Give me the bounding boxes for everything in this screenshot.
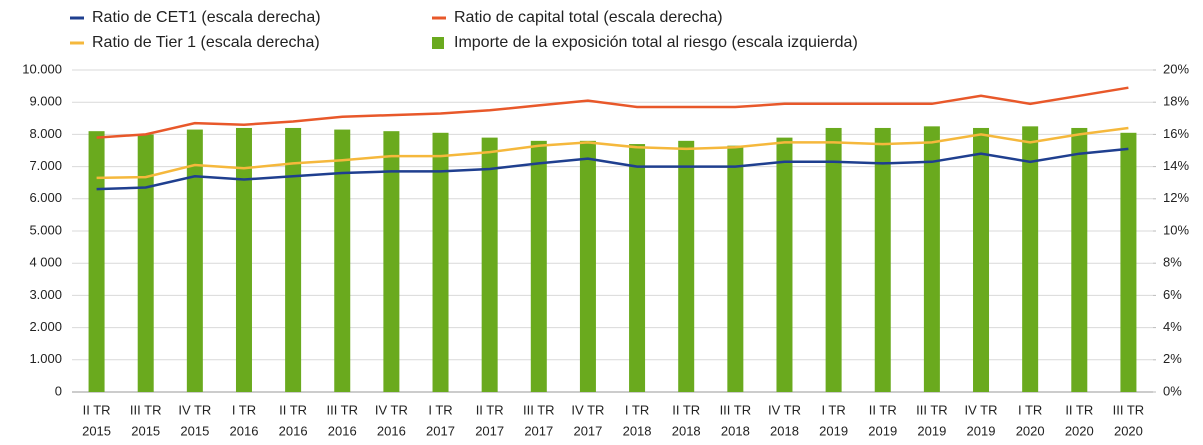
bar — [727, 145, 744, 392]
y2-tick-label: 2% — [1163, 351, 1182, 366]
x-tick-label: II TR — [83, 402, 111, 417]
y-tick-label: 6.000 — [29, 190, 62, 205]
y-tick-label: 9.000 — [29, 94, 62, 109]
x-tick-label: II TR — [279, 402, 307, 417]
y-tick-label: 3.000 — [29, 287, 62, 302]
legend-label: Ratio de CET1 (escala derecha) — [92, 9, 321, 26]
y2-tick-label: 6% — [1163, 287, 1182, 302]
x-tick-label: 2016 — [328, 423, 357, 438]
x-tick-label: 2016 — [377, 423, 406, 438]
bar — [235, 127, 252, 393]
x-tick-label: 2017 — [524, 423, 553, 438]
bar — [776, 137, 793, 392]
x-tick-label: 2019 — [917, 423, 946, 438]
x-tick-label: III TR — [916, 402, 948, 417]
line-series — [96, 86, 1129, 139]
legend-label: Ratio de Tier 1 (escala derecha) — [92, 34, 320, 51]
x-tick-label: II TR — [672, 402, 700, 417]
legend-label: Ratio de capital total (escala derecha) — [454, 9, 723, 26]
y2-tick-label: 16% — [1163, 126, 1189, 141]
legend: Ratio de CET1 (escala derecha) Ratio de c… — [70, 9, 858, 51]
x-tick-label: IV TR — [768, 402, 801, 417]
x-tick-label: IV TR — [375, 402, 408, 417]
bar — [874, 127, 891, 393]
x-tick-label: III TR — [523, 402, 555, 417]
y2-tick-label: 0% — [1163, 383, 1182, 398]
y2-tick-label: 20% — [1163, 61, 1189, 76]
bar — [383, 131, 400, 392]
y-tick-label: 1.000 — [29, 351, 62, 366]
bar — [678, 140, 695, 392]
x-tick-label: 2016 — [230, 423, 259, 438]
x-tick-label: III TR — [130, 402, 162, 417]
x-tick-label: III TR — [720, 402, 752, 417]
bar — [579, 140, 596, 392]
x-tick-label: II TR — [869, 402, 897, 417]
x-tick-label: 2020 — [1016, 423, 1045, 438]
legend-label: Importe de la exposición total al riesgo… — [454, 34, 858, 51]
bar — [629, 144, 646, 392]
x-tick-label: I TR — [625, 402, 649, 417]
x-tick-label: 2015 — [82, 423, 111, 438]
x-tick-label: I TR — [821, 402, 845, 417]
line-series — [96, 126, 1129, 180]
x-tick-label: 2017 — [426, 423, 455, 438]
x-tick-label: IV TR — [178, 402, 211, 417]
bar — [285, 127, 302, 393]
bar — [334, 129, 351, 392]
x-tick-label: 2016 — [279, 423, 308, 438]
bar — [1071, 127, 1088, 393]
x-tick-label: III TR — [326, 402, 358, 417]
bar — [137, 134, 154, 392]
bar — [530, 140, 547, 392]
x-tick-label: IV TR — [571, 402, 604, 417]
y2-tick-label: 14% — [1163, 158, 1189, 173]
bar — [481, 137, 498, 392]
bar — [1022, 126, 1039, 392]
x-tick-label: I TR — [428, 402, 452, 417]
y2-tick-label: 18% — [1163, 94, 1189, 109]
y-tick-label: 2.000 — [29, 319, 62, 334]
x-tick-label: 2018 — [672, 423, 701, 438]
x-tick-label: 2019 — [819, 423, 848, 438]
x-tick-label: 2018 — [623, 423, 652, 438]
line-series — [96, 147, 1129, 191]
y-tick-label: 4 000 — [29, 255, 62, 270]
x-tick-label: III TR — [1113, 402, 1145, 417]
y2-tick-label: 12% — [1163, 190, 1189, 205]
bar — [1120, 132, 1137, 393]
bar — [825, 127, 842, 393]
bar — [923, 126, 940, 392]
x-tick-label: 2019 — [868, 423, 897, 438]
bar — [88, 131, 105, 392]
x-tick-label: 2017 — [573, 423, 602, 438]
x-tick-label: II TR — [1065, 402, 1093, 417]
x-tick-label: 2015 — [131, 423, 160, 438]
x-tick-label: 2020 — [1114, 423, 1143, 438]
y-tick-label: 10.000 — [22, 61, 62, 76]
bar — [432, 132, 449, 393]
y2-tick-label: 4% — [1163, 319, 1182, 334]
x-tick-label: IV TR — [965, 402, 998, 417]
x-tick-label: I TR — [1018, 402, 1042, 417]
x-tick-label: 2018 — [770, 423, 799, 438]
x-tick-label: 2019 — [967, 423, 996, 438]
x-tick-label: 2017 — [475, 423, 504, 438]
y-tick-label: 7.000 — [29, 158, 62, 173]
legend-swatch — [432, 37, 444, 49]
x-tick-label: II TR — [476, 402, 504, 417]
bar — [186, 129, 203, 392]
y2-tick-label: 8% — [1163, 255, 1182, 270]
y-tick-label: 0 — [55, 383, 62, 398]
x-tick-label: 2018 — [721, 423, 750, 438]
y-tick-label: 8.000 — [29, 126, 62, 141]
x-tick-label: I TR — [232, 402, 256, 417]
y2-tick-label: 10% — [1163, 222, 1189, 237]
x-tick-label: 2015 — [180, 423, 209, 438]
y-tick-label: 5.000 — [29, 222, 62, 237]
bar — [973, 127, 990, 393]
x-tick-label: 2020 — [1065, 423, 1094, 438]
